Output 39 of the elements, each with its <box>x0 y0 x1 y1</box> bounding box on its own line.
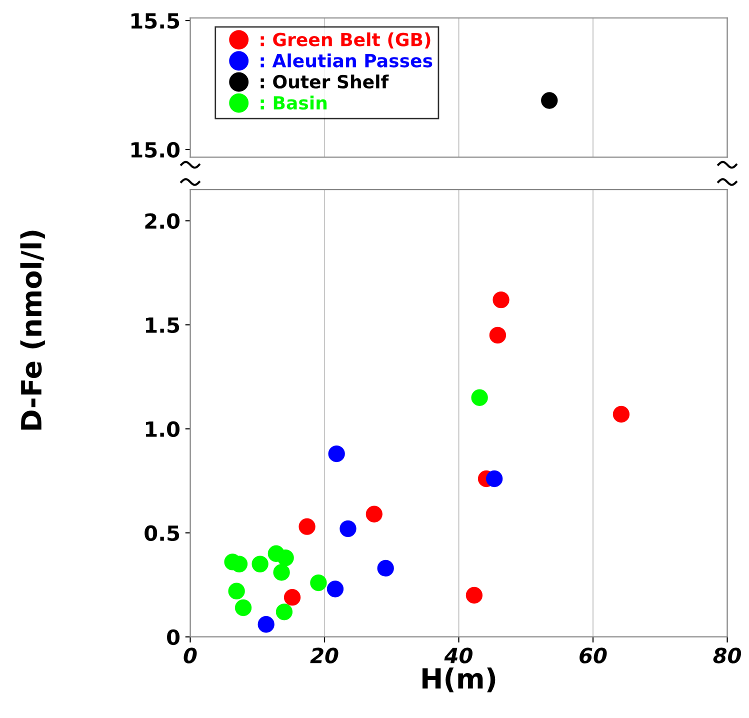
x-tick-label: 0 <box>184 648 197 664</box>
point <box>377 560 394 577</box>
point <box>277 549 294 566</box>
point <box>298 518 316 535</box>
point <box>328 445 345 462</box>
point <box>466 586 483 604</box>
point <box>326 580 344 598</box>
point <box>471 389 488 406</box>
point <box>366 506 383 522</box>
point <box>252 556 268 572</box>
x-axis-title: H(m) <box>422 667 496 692</box>
point <box>273 564 290 581</box>
point <box>492 291 510 308</box>
y-tick-label: 0.5 <box>144 525 180 542</box>
y-tick-label: 1.5 <box>146 318 180 333</box>
point <box>486 470 503 488</box>
x-tick-label: 20 <box>310 648 338 664</box>
point <box>612 406 630 423</box>
y-tick-label: 1.0 <box>146 421 180 438</box>
point <box>276 604 293 620</box>
x-tick-label: 40 <box>444 648 473 664</box>
x-tick-label: 80 <box>713 648 742 664</box>
y-axis-title: D-Fe (nmol/l) <box>20 230 46 430</box>
legend-label: : Outer Shelf <box>260 74 389 89</box>
point <box>234 599 252 616</box>
legend-label: : Aleutian Passes <box>260 53 432 68</box>
point <box>340 520 356 538</box>
y-tick-label: 0 <box>167 629 180 646</box>
point <box>228 582 245 600</box>
point <box>489 326 506 344</box>
point <box>310 574 327 592</box>
legend-label: : Green Belt (GB) <box>260 32 430 48</box>
point <box>258 616 274 633</box>
y-tick-label: 15.0 <box>131 142 180 158</box>
legend-label: : Basin <box>260 96 327 110</box>
y-tick-label: 2.0 <box>145 213 180 229</box>
point <box>284 589 301 606</box>
x-tick-label: 60 <box>580 648 607 664</box>
y-tick-label: 15.5 <box>131 13 180 29</box>
